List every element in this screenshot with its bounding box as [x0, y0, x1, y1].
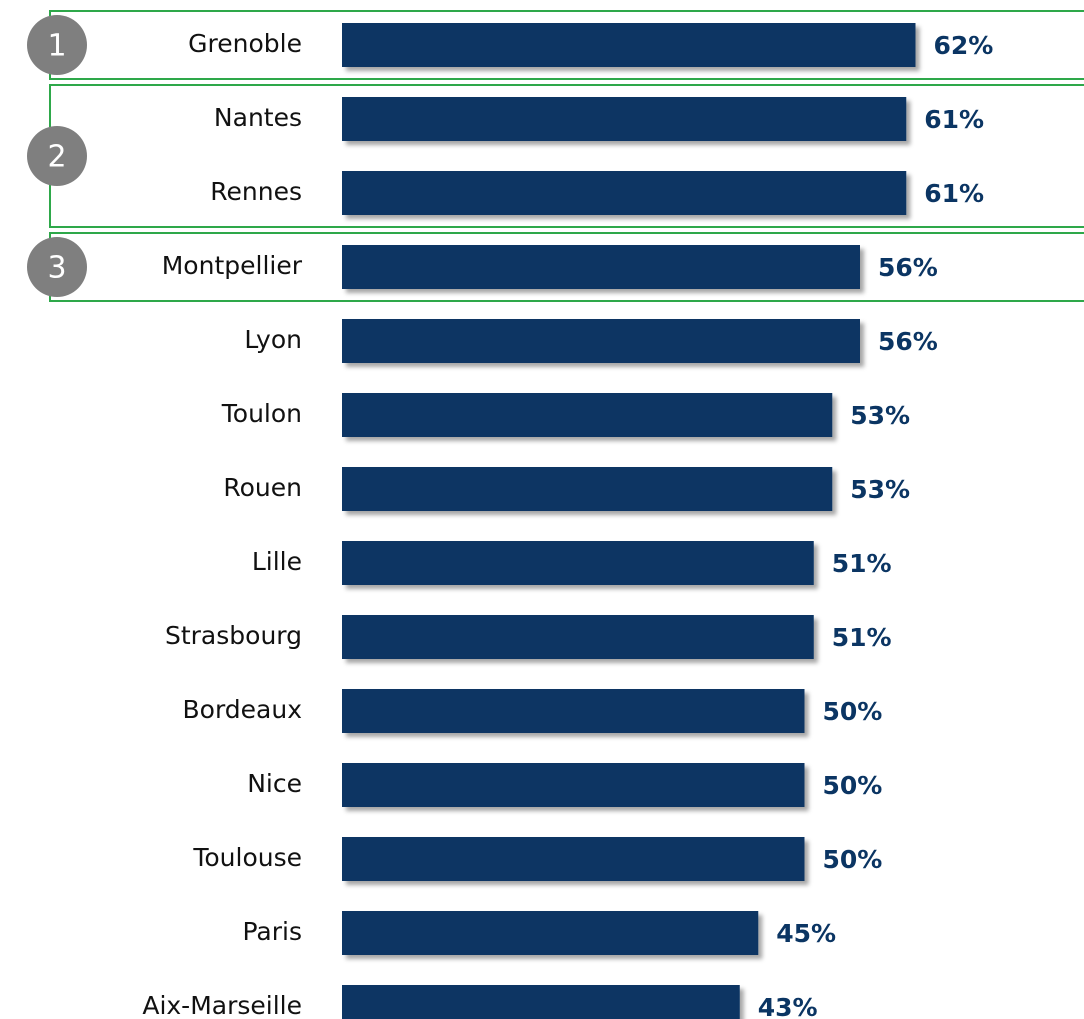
value-label: 50% — [823, 771, 883, 800]
value-label: 43% — [758, 993, 818, 1019]
bar — [342, 467, 833, 511]
category-label: Nantes — [214, 103, 302, 132]
bar — [342, 393, 833, 437]
value-label: 53% — [850, 475, 910, 504]
value-label: 45% — [776, 919, 836, 948]
bar — [342, 319, 860, 363]
category-label: Aix-Marseille — [142, 991, 302, 1019]
bar — [342, 985, 740, 1019]
rank-label: 2 — [47, 140, 66, 175]
category-label: Rennes — [210, 177, 302, 206]
rank-badge — [27, 126, 87, 186]
category-label: Paris — [242, 917, 302, 946]
bar — [342, 837, 805, 881]
value-label: 51% — [832, 549, 892, 578]
rank-badge — [27, 15, 87, 75]
rank-badge — [27, 237, 87, 297]
bar — [342, 911, 759, 955]
bar — [342, 615, 814, 659]
category-label: Lyon — [244, 325, 302, 354]
bar — [342, 245, 860, 289]
category-label: Toulon — [221, 399, 302, 428]
category-label: Montpellier — [162, 251, 303, 280]
bar — [342, 171, 907, 215]
value-label: 62% — [934, 31, 994, 60]
value-label: 50% — [823, 845, 883, 874]
bar — [342, 689, 805, 733]
bar — [342, 763, 805, 807]
value-label: 51% — [832, 623, 892, 652]
rank-label: 3 — [47, 251, 66, 286]
bar — [342, 23, 916, 67]
category-label: Lille — [252, 547, 302, 576]
category-label: Strasbourg — [165, 621, 302, 650]
bar — [342, 97, 907, 141]
category-label: Toulouse — [192, 843, 302, 872]
value-label: 56% — [878, 253, 938, 282]
value-label: 50% — [823, 697, 883, 726]
category-label: Grenoble — [188, 29, 302, 58]
rank-label: 1 — [47, 29, 66, 64]
value-label: 56% — [878, 327, 938, 356]
bar — [342, 541, 814, 585]
category-label: Bordeaux — [183, 695, 303, 724]
value-label: 61% — [924, 179, 984, 208]
value-label: 61% — [924, 105, 984, 134]
category-label: Nice — [247, 769, 302, 798]
value-label: 53% — [850, 401, 910, 430]
category-label: Rouen — [223, 473, 302, 502]
